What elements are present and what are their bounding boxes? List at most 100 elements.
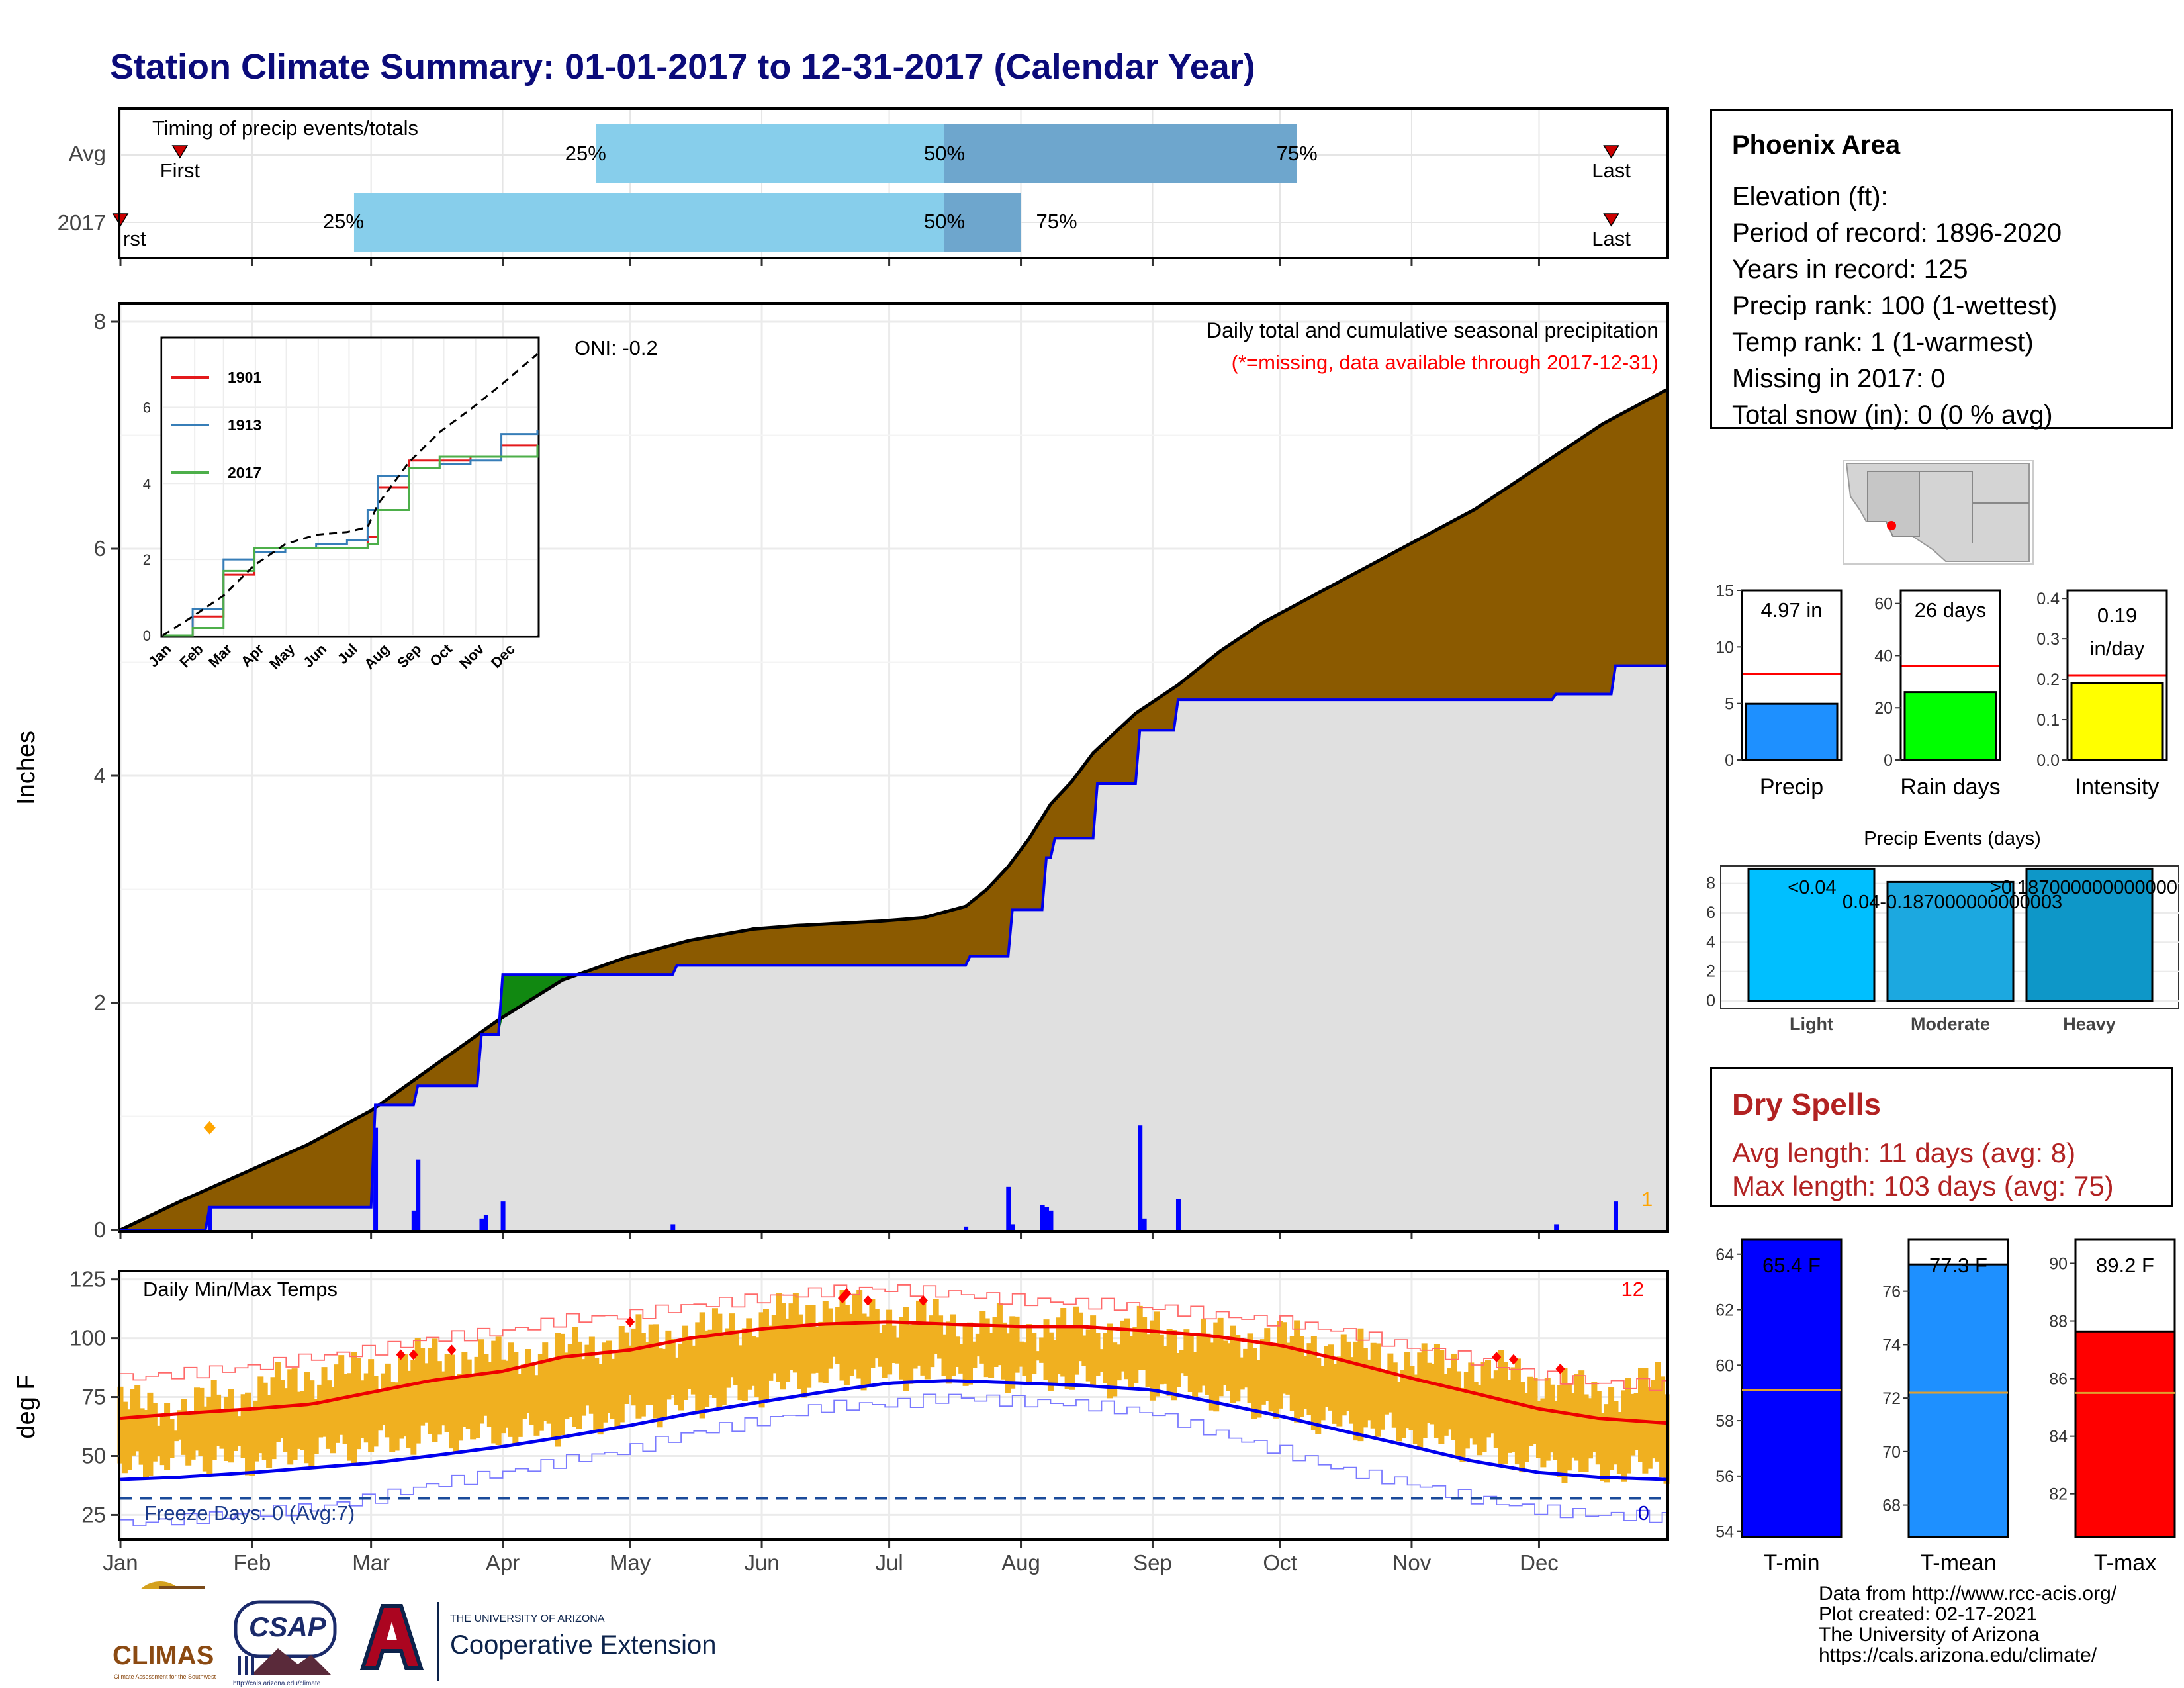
last-label: Last xyxy=(1592,159,1631,182)
temp-ytick-label: 75 xyxy=(81,1385,106,1409)
timing-bar-avg-q2 xyxy=(596,124,945,183)
temp-bar-ytick-label: 88 xyxy=(2049,1313,2068,1331)
daily-precip-bar xyxy=(964,1226,969,1230)
inset-ytick-label: 4 xyxy=(143,475,151,492)
mini-xlabel: Rain days xyxy=(1900,774,2000,800)
ua-bottom-text: Cooperative Extension xyxy=(450,1630,716,1660)
normal-min-line xyxy=(120,1379,1667,1481)
temp-title: Daily Min/Max Temps xyxy=(143,1278,338,1301)
temp-bar-tmax xyxy=(2074,1330,2176,1538)
daily-precip-bar xyxy=(1142,1218,1147,1230)
precip-ytick-label: 4 xyxy=(94,763,106,788)
csap-url: http://cals.arizona.edu/climate xyxy=(233,1680,321,1687)
p50-label: 50% xyxy=(924,142,965,165)
credit-plot-created: Plot created: 02-17-2021 xyxy=(1819,1603,2038,1625)
daily-precip-bar xyxy=(416,1159,421,1230)
info-precip-rank: Precip rank: 100 (1-wettest) xyxy=(1732,291,2058,320)
month-label: Sep xyxy=(1133,1550,1172,1575)
temp-bar-xlabel: T-max xyxy=(2094,1550,2156,1575)
record-high-marker xyxy=(625,1316,635,1327)
mini-ytick-label: 0.2 xyxy=(2036,671,2060,689)
last-label: Last xyxy=(1592,227,1631,250)
temp-bar-ytick-label: 58 xyxy=(1715,1412,1734,1430)
events-ytick-label: 2 xyxy=(1706,962,1715,981)
ua-top-text: THE UNIVERSITY OF ARIZONA xyxy=(450,1613,605,1624)
precip-title-line1: Daily total and cumulative seasonal prec… xyxy=(1206,318,1659,342)
record-min-line xyxy=(120,1393,1666,1526)
mini-value-label2: in/day xyxy=(2090,637,2145,660)
month-label: Jun xyxy=(744,1550,779,1575)
record-high-marker xyxy=(447,1344,457,1356)
dry-spells-max: Max length: 103 days (avg: 75) xyxy=(1732,1170,2114,1201)
temp-bar-ytick-label: 84 xyxy=(2049,1428,2068,1446)
station-name: Phoenix Area xyxy=(1732,130,1901,160)
events-bar-heavy xyxy=(2025,867,2154,1002)
timing-panel: Timing of precip events/totals Avg 2017 … xyxy=(58,107,1669,266)
inset-legend-label: 2017 xyxy=(228,464,261,481)
inset-series-2017 xyxy=(163,445,539,637)
station-info-box: Phoenix Area Elevation (ft): Period of r… xyxy=(1710,109,2173,430)
temp-bar-ytick-label: 62 xyxy=(1715,1301,1734,1320)
record-high-marker xyxy=(1555,1363,1565,1374)
station-location-dot xyxy=(1887,521,1896,530)
p75-label: 75% xyxy=(1036,210,1077,233)
mini-value-label: 0.19 xyxy=(2097,604,2137,627)
precip-ytick-label: 8 xyxy=(94,309,106,334)
temp-bar-ytick-label: 68 xyxy=(1882,1497,1901,1515)
events-xtick-label: Heavy xyxy=(2063,1014,2116,1034)
events-bar-moderate xyxy=(1886,880,2015,1002)
daily-precip-bar xyxy=(483,1215,488,1230)
precip-panel: 0 2 4 6 8 Inches Daily total and cumulative … xyxy=(13,302,1669,1242)
normal-max-line xyxy=(120,1320,1667,1425)
first-label: First xyxy=(160,159,201,182)
inset-legend-label: 1901 xyxy=(228,369,261,386)
month-label: Aug xyxy=(1001,1550,1040,1575)
precip-count-label: 1 xyxy=(1641,1188,1653,1211)
info-temp-rank: Temp rank: 1 (1-warmest) xyxy=(1732,328,2034,357)
temp-bar-ytick-label: 56 xyxy=(1715,1468,1734,1486)
temp-bar-ytick-label: 64 xyxy=(1715,1246,1734,1264)
mini-xlabel: Intensity xyxy=(2075,774,2160,800)
p25-label: 25% xyxy=(565,142,606,165)
events-title: Precip Events (days) xyxy=(1864,828,2041,849)
temp-bar-tmin xyxy=(1741,1238,1843,1538)
locator-map xyxy=(1843,460,2034,565)
cumulative-2017-line xyxy=(120,664,1666,1231)
daily-precip-bar xyxy=(1554,1224,1559,1230)
ua-logo: THE UNIVERSITY OF ARIZONA Cooperative Ex… xyxy=(359,1602,716,1681)
info-missing: Missing in 2017: 0 xyxy=(1732,364,1946,393)
inset-ytick-label: 6 xyxy=(143,399,151,416)
month-label: Jan xyxy=(103,1550,138,1575)
month-label: Jul xyxy=(875,1550,903,1575)
record-high-marker xyxy=(918,1295,928,1306)
p75-label: 75% xyxy=(1277,142,1318,165)
timing-bar-2017-q2 xyxy=(353,193,945,252)
daily-precip-bar xyxy=(1010,1224,1015,1230)
mini-plot-frame xyxy=(1741,589,1843,761)
mini-ytick-label: 60 xyxy=(1874,595,1893,614)
precip-base-area xyxy=(120,665,1666,1230)
inset-series-1913 xyxy=(163,430,539,637)
temp-bar-ytick-label: 82 xyxy=(2049,1485,2068,1504)
record-max-line xyxy=(120,1284,1666,1391)
mini-ytick-label: 0.1 xyxy=(2036,711,2060,729)
events-bar-label: >0.187000000000000 xyxy=(1990,877,2177,898)
logos-svg: CLIMAS Climate Assessment for the Southw… xyxy=(113,1600,716,1687)
precip-ylabel: Inches xyxy=(13,731,40,805)
last-event-marker xyxy=(1603,145,1619,159)
charts-svg: Timing of precip events/totals Avg 2017 … xyxy=(13,107,1670,1589)
mini-ytick-label: 0 xyxy=(1725,751,1734,770)
temp-bar-xlabel: T-mean xyxy=(1920,1550,1996,1575)
mini-ytick-label: 40 xyxy=(1874,647,1893,665)
precip-ytick-label: 2 xyxy=(94,990,106,1015)
mini-plot-frame xyxy=(1899,589,2001,761)
record-high-marker xyxy=(842,1288,852,1299)
mini-bar-intensity xyxy=(2070,682,2164,761)
month-label: Feb xyxy=(234,1550,271,1575)
temp-value-label: 89.2 F xyxy=(2096,1254,2154,1277)
daily-precip-bar xyxy=(670,1224,676,1230)
p50-label: 50% xyxy=(924,210,965,233)
events-ytick-label: 4 xyxy=(1706,933,1715,951)
events-ytick-label: 0 xyxy=(1706,992,1715,1010)
